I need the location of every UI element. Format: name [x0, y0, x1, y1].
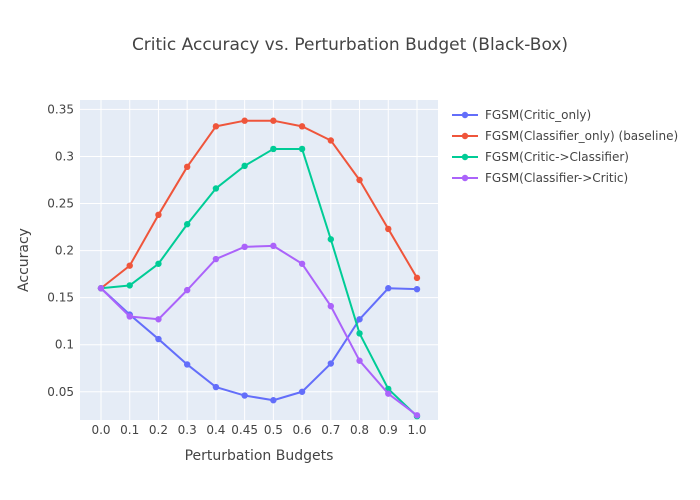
data-point[interactable]	[356, 330, 363, 337]
series-line	[100, 287, 418, 402]
x-axis-title: Perturbation Budgets	[185, 448, 334, 464]
data-point[interactable]	[155, 316, 162, 323]
y-tick-label: 0.05	[47, 385, 74, 399]
series-group	[97, 242, 421, 419]
x-tick-label: 0.6	[293, 423, 312, 437]
data-point[interactable]	[298, 123, 306, 130]
legend-item[interactable]: FGSM(Classifier_only) (baseline)	[452, 129, 678, 143]
x-tick-label: 0.8	[350, 423, 369, 437]
y-tick-label: 0.2	[55, 244, 74, 258]
series-layer	[97, 117, 421, 420]
data-point[interactable]	[270, 117, 277, 124]
data-point[interactable]	[385, 225, 392, 233]
data-point[interactable]	[270, 397, 277, 404]
data-point[interactable]	[298, 388, 306, 395]
legend-item[interactable]: FGSM(Critic->Classifier)	[452, 150, 629, 164]
data-point[interactable]	[126, 282, 133, 289]
chart-title: Critic Accuracy vs. Perturbation Budget …	[132, 35, 568, 55]
data-point[interactable]	[385, 390, 392, 397]
y-tick-label: 0.1	[55, 338, 74, 352]
legend-label: FGSM(Classifier->Critic)	[485, 171, 628, 185]
x-tick-label: 0.45	[231, 423, 258, 437]
y-axis-title: Accuracy	[16, 228, 32, 292]
x-tick-label: 0.3	[178, 423, 197, 437]
x-tick-label: 0.9	[379, 423, 398, 437]
data-point[interactable]	[241, 117, 248, 124]
data-point[interactable]	[327, 360, 335, 367]
data-point[interactable]	[241, 243, 248, 251]
plot-area	[80, 100, 438, 420]
legend[interactable]: FGSM(Critic_only) FGSM(Classifier_only) (…	[452, 108, 678, 185]
legend-marker	[461, 111, 469, 119]
legend-marker	[461, 174, 469, 182]
x-tick-label: 0.0	[91, 423, 110, 437]
legend-label: FGSM(Critic->Classifier)	[485, 150, 629, 164]
data-point[interactable]	[241, 162, 248, 170]
y-tick-label: 0.25	[47, 197, 74, 211]
x-tick-label: 0.4	[206, 423, 225, 437]
data-point[interactable]	[270, 145, 277, 153]
legend-marker	[461, 132, 469, 140]
data-point[interactable]	[155, 335, 162, 343]
x-tick-label: 0.2	[149, 423, 168, 437]
x-tick-label: 0.5	[264, 423, 283, 437]
data-point[interactable]	[183, 163, 191, 171]
legend-item[interactable]: FGSM(Classifier->Critic)	[452, 171, 628, 185]
data-point[interactable]	[270, 242, 277, 250]
data-point[interactable]	[126, 313, 133, 320]
x-tick-label: 0.1	[120, 423, 139, 437]
x-tick-label: 0.7	[321, 423, 340, 437]
y-tick-labels: 0.05 0.1 0.15 0.2 0.25 0.3 0.35	[47, 102, 74, 398]
data-point[interactable]	[298, 145, 306, 153]
data-point[interactable]	[413, 274, 421, 282]
data-point[interactable]	[356, 316, 363, 323]
data-point[interactable]	[298, 260, 306, 267]
data-point[interactable]	[327, 302, 335, 310]
legend-label: FGSM(Critic_only)	[485, 108, 591, 122]
data-point[interactable]	[155, 211, 162, 219]
data-point[interactable]	[413, 285, 421, 293]
data-point[interactable]	[212, 185, 220, 192]
data-point[interactable]	[212, 383, 220, 391]
series-line	[100, 119, 418, 290]
data-point[interactable]	[97, 285, 105, 292]
data-point[interactable]	[327, 137, 335, 144]
data-point[interactable]	[356, 176, 363, 184]
y-tick-label: 0.3	[55, 149, 74, 163]
data-point[interactable]	[241, 392, 248, 399]
x-tick-label: 1.0	[407, 423, 426, 437]
y-tick-label: 0.35	[47, 102, 74, 116]
y-tick-label: 0.15	[47, 291, 74, 305]
series-line	[100, 244, 418, 417]
data-point[interactable]	[212, 255, 220, 263]
data-point[interactable]	[356, 357, 363, 364]
data-point[interactable]	[183, 286, 191, 294]
data-point[interactable]	[183, 221, 191, 228]
data-point[interactable]	[126, 262, 133, 269]
data-point[interactable]	[413, 412, 421, 419]
x-tick-labels: 0.0 0.1 0.2 0.3 0.4 0.45 0.5 0.6 0.7 0.8 0.9 1.0	[91, 423, 426, 437]
data-point[interactable]	[212, 123, 220, 130]
legend-marker	[461, 153, 469, 161]
series-line	[100, 147, 418, 417]
data-point[interactable]	[183, 361, 191, 368]
legend-label: FGSM(Classifier_only) (baseline)	[485, 129, 678, 143]
legend-item[interactable]: FGSM(Critic_only)	[452, 108, 591, 122]
data-point[interactable]	[155, 260, 162, 267]
data-point[interactable]	[385, 285, 392, 292]
data-point[interactable]	[327, 236, 335, 243]
